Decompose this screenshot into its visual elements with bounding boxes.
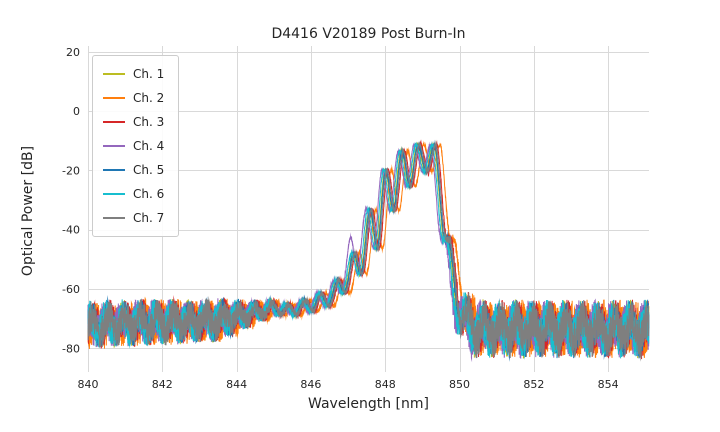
legend-swatch (103, 145, 125, 147)
legend-item: Ch. 5 (103, 158, 164, 182)
legend-swatch (103, 169, 125, 171)
legend-label: Ch. 6 (133, 187, 165, 201)
legend-item: Ch. 1 (103, 62, 164, 86)
legend-label: Ch. 5 (133, 163, 165, 177)
legend-item: Ch. 2 (103, 86, 164, 110)
chart-title: D4416 V20189 Post Burn-In (271, 26, 466, 42)
legend-item: Ch. 3 (103, 110, 164, 134)
legend-item: Ch. 6 (103, 182, 164, 206)
legend-item: Ch. 4 (103, 134, 164, 158)
legend-label: Ch. 4 (133, 139, 165, 153)
legend-swatch (103, 97, 125, 99)
legend-label: Ch. 3 (133, 115, 165, 129)
legend-label: Ch. 1 (133, 67, 165, 81)
legend-swatch (103, 73, 125, 75)
y-axis-label: Optical Power [dB] (20, 145, 36, 277)
legend-swatch (103, 121, 125, 123)
legend-label: Ch. 7 (133, 211, 165, 225)
legend: Ch. 1 Ch. 2 Ch. 3 Ch. 4 Ch. 5 Ch. 6 Ch. 7 (92, 55, 180, 237)
legend-swatch (103, 217, 125, 219)
x-axis-label: Wavelength [nm] (308, 396, 429, 412)
legend-swatch (103, 193, 125, 195)
legend-item: Ch. 7 (103, 206, 164, 230)
legend-label: Ch. 2 (133, 91, 165, 105)
